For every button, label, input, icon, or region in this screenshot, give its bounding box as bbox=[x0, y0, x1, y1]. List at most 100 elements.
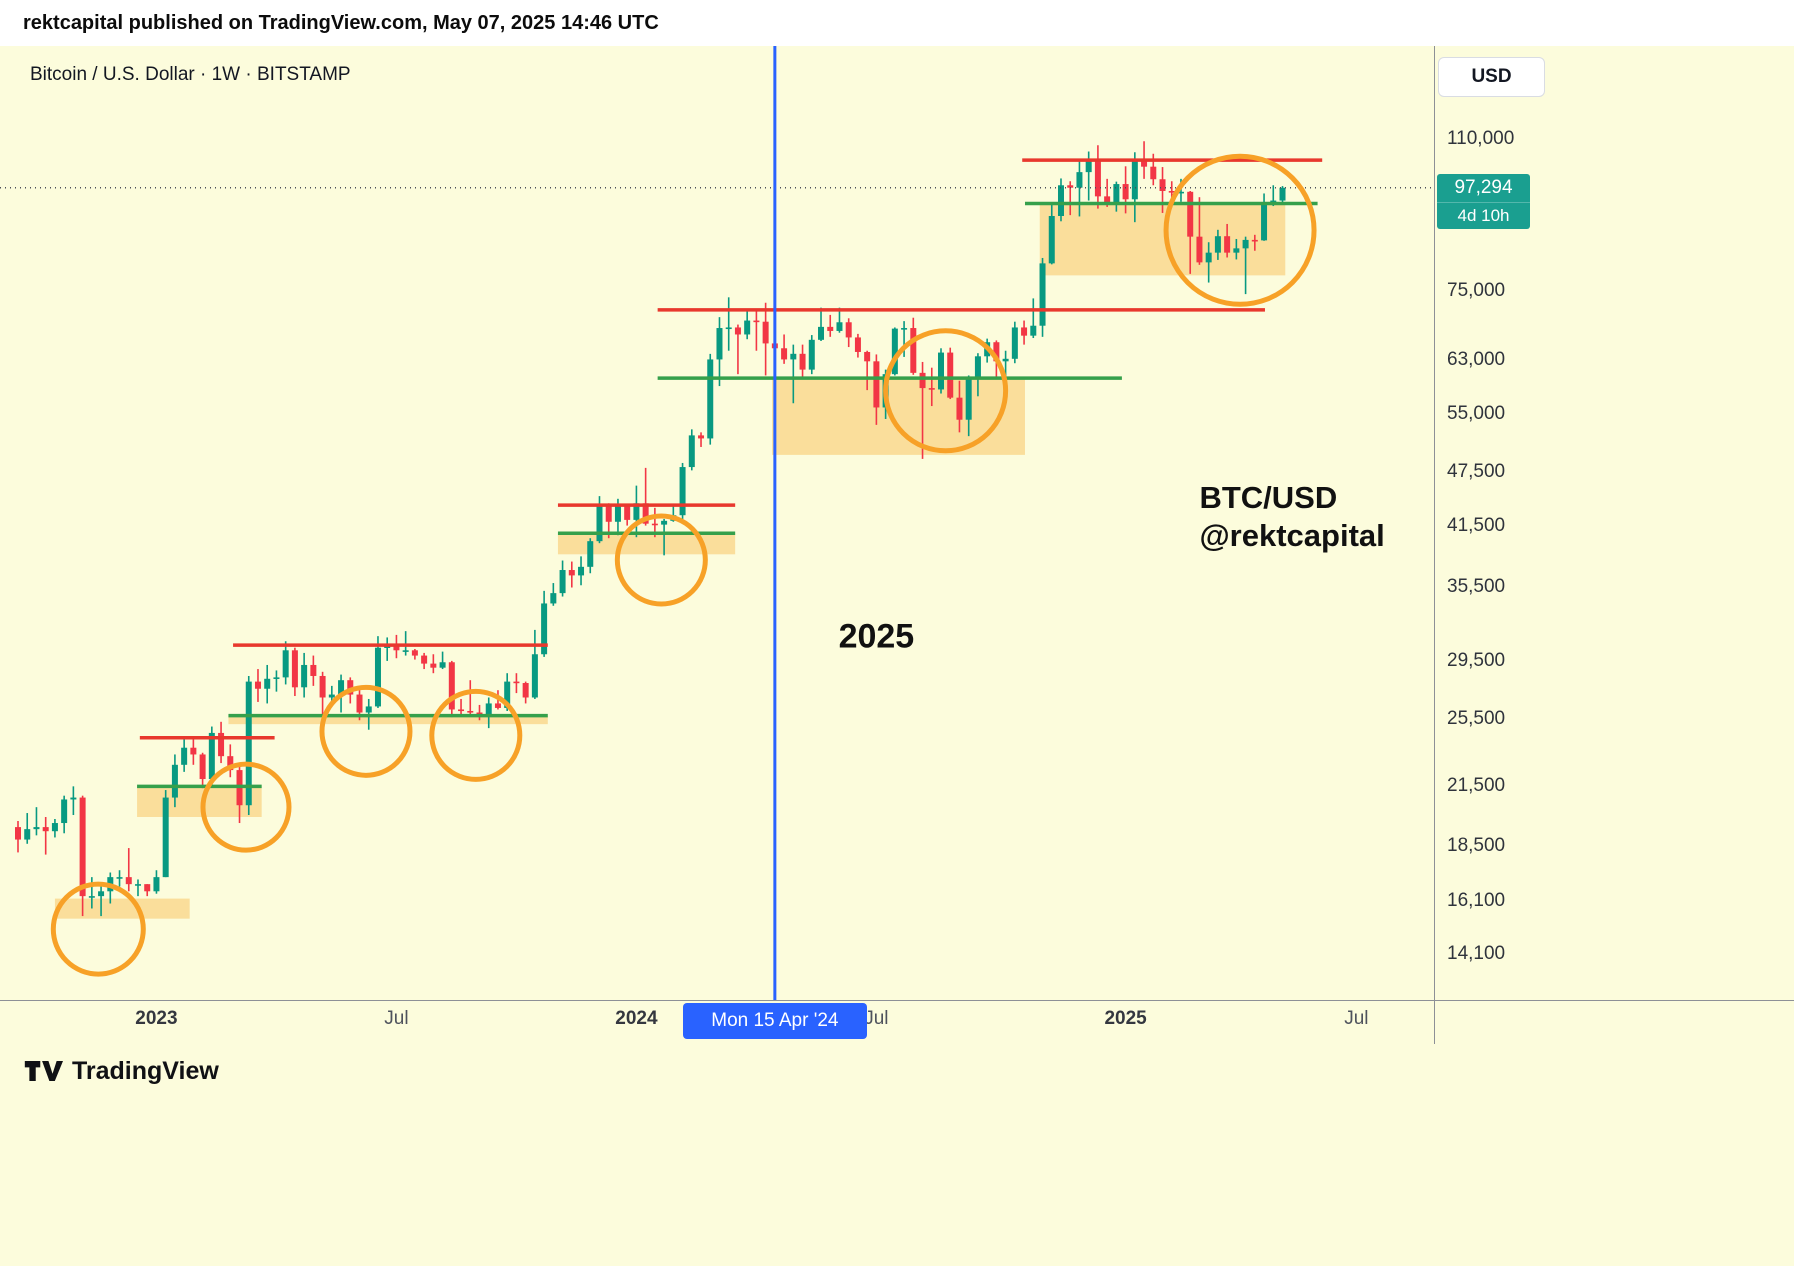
candle-body bbox=[956, 397, 963, 420]
candle-body bbox=[402, 650, 409, 652]
y-tick-label: 18,500 bbox=[1447, 834, 1506, 856]
candle-body bbox=[1270, 200, 1277, 203]
candle-body bbox=[153, 877, 160, 892]
candle-body bbox=[1011, 327, 1018, 359]
candle-body bbox=[513, 681, 520, 684]
x-tick-label: 2024 bbox=[615, 1008, 658, 1029]
candle-body bbox=[928, 388, 935, 390]
candle-body bbox=[891, 328, 898, 375]
candle-body bbox=[51, 823, 58, 832]
candle-body bbox=[1187, 191, 1194, 237]
x-tick-label: 2023 bbox=[135, 1008, 178, 1029]
candle-body bbox=[42, 827, 49, 832]
candle-body bbox=[190, 747, 197, 755]
candle-body bbox=[24, 829, 31, 840]
currency-button[interactable]: USD bbox=[1438, 57, 1545, 97]
candle-body bbox=[1205, 252, 1212, 263]
candle-body bbox=[15, 827, 21, 840]
candle-body bbox=[181, 747, 188, 765]
zone-box[interactable] bbox=[228, 715, 548, 725]
candle-body bbox=[338, 680, 345, 695]
candle-body bbox=[1021, 327, 1028, 336]
candle-body bbox=[1159, 179, 1166, 191]
highlight-circle[interactable] bbox=[1163, 153, 1317, 307]
candle-body bbox=[162, 797, 169, 878]
candle-body bbox=[282, 650, 289, 678]
candle-body bbox=[1261, 202, 1268, 241]
annotation-text[interactable]: BTC/USD bbox=[1199, 480, 1337, 515]
candle-body bbox=[781, 348, 788, 360]
y-tick-label: 55,000 bbox=[1447, 402, 1506, 424]
candle-body bbox=[485, 703, 492, 715]
zone-box[interactable] bbox=[1039, 203, 1286, 276]
candle-body bbox=[1233, 248, 1240, 253]
candle-body bbox=[1057, 185, 1064, 216]
tradingview-logo-text: TradingView bbox=[72, 1056, 219, 1085]
candle-body bbox=[1039, 263, 1046, 326]
candle-body bbox=[790, 353, 797, 360]
candle-body bbox=[808, 339, 815, 370]
annotation-text[interactable]: @rektcapital bbox=[1199, 518, 1384, 553]
candle-body bbox=[301, 664, 308, 688]
candle-body bbox=[559, 570, 566, 594]
candle-body bbox=[522, 683, 529, 698]
candle-body bbox=[430, 663, 437, 668]
candle-body bbox=[310, 664, 317, 676]
last-price-value: 97,294 bbox=[1454, 176, 1513, 198]
candle-body bbox=[1141, 159, 1148, 167]
candle-body bbox=[1196, 236, 1203, 263]
highlight-circle[interactable] bbox=[883, 328, 1009, 454]
candle-body bbox=[1242, 239, 1249, 249]
highlight-circle[interactable] bbox=[319, 684, 413, 778]
candle-body bbox=[578, 566, 585, 576]
candle-body bbox=[199, 754, 206, 780]
candle-body bbox=[698, 435, 705, 439]
candle-body bbox=[974, 356, 981, 380]
candle-body bbox=[614, 506, 621, 522]
candle-body bbox=[1150, 166, 1157, 180]
candle-body bbox=[827, 326, 834, 331]
candle-body bbox=[938, 352, 944, 390]
candle-body bbox=[744, 320, 751, 335]
candle-body bbox=[476, 712, 483, 715]
candle-body bbox=[1076, 172, 1083, 188]
candle-body bbox=[799, 353, 806, 370]
symbol-title[interactable]: Bitcoin / U.S. Dollar · 1W · BITSTAMP bbox=[30, 64, 351, 85]
candle-body bbox=[596, 504, 603, 542]
highlight-circle[interactable] bbox=[429, 688, 523, 782]
candle-body bbox=[753, 320, 760, 323]
highlight-circle[interactable] bbox=[614, 513, 708, 607]
candle-body bbox=[70, 797, 77, 800]
candle-body bbox=[1131, 159, 1138, 200]
candle-body bbox=[1094, 159, 1101, 197]
candle-body bbox=[587, 541, 594, 567]
highlight-circle[interactable] bbox=[50, 881, 146, 977]
candle-body bbox=[633, 503, 640, 520]
candle-body bbox=[873, 361, 880, 408]
candle-body bbox=[1251, 239, 1258, 242]
bar-countdown: 4d 10h bbox=[1437, 201, 1530, 229]
annotation-text[interactable]: 2025 bbox=[839, 618, 915, 656]
candle-body bbox=[864, 351, 871, 362]
highlight-circle[interactable] bbox=[200, 761, 292, 853]
candle-body bbox=[218, 732, 225, 757]
candle-body bbox=[1067, 185, 1074, 188]
candle-body bbox=[88, 896, 95, 898]
candle-body bbox=[1113, 184, 1120, 203]
candle-body bbox=[550, 593, 557, 604]
candle-body bbox=[993, 342, 1000, 362]
zone-box[interactable] bbox=[54, 898, 190, 919]
candle-body bbox=[762, 321, 769, 344]
candle-body bbox=[947, 352, 954, 398]
candle-body bbox=[79, 797, 86, 897]
publish-header: rektcapital published on TradingView.com… bbox=[0, 0, 1794, 46]
tradingview-footer[interactable]: TradingView bbox=[23, 1056, 219, 1086]
candle-body bbox=[98, 891, 105, 897]
candle-body bbox=[734, 327, 741, 335]
zone-box[interactable] bbox=[772, 378, 1025, 455]
x-tick-label: Jul bbox=[384, 1008, 409, 1029]
candle-body bbox=[494, 703, 501, 708]
